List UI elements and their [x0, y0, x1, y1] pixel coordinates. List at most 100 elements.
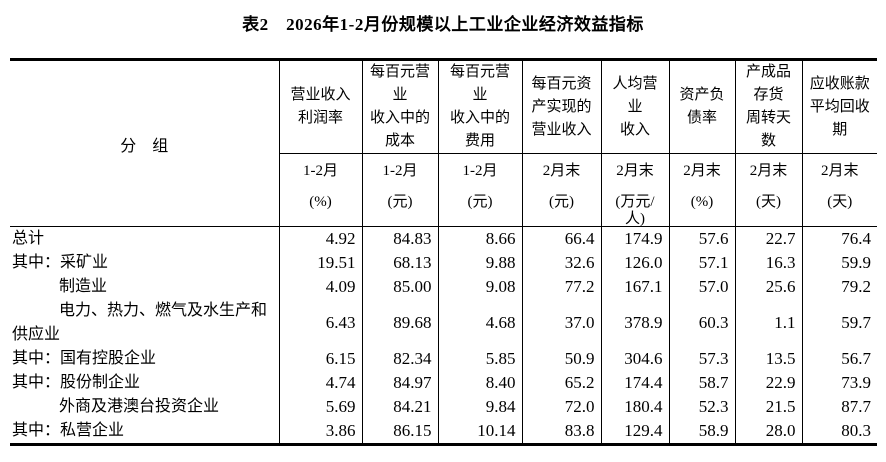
value-cell: 58.9: [668, 419, 735, 445]
value-cell: 9.84: [437, 395, 522, 419]
header-row-periods: 1-2月 (%) 1-2月 (元) 1-2月 (元) 2月末 (元) 2月末 (万元/ 人) 2月末…: [10, 153, 878, 227]
value-cell: 5.69: [278, 395, 362, 419]
unit-label: (万元/ 人): [615, 194, 655, 227]
value-cell: 6.43: [278, 299, 362, 347]
value-cell: 57.0: [668, 275, 735, 299]
period-unit-cell: 1-2月 (%): [278, 153, 362, 227]
value-cell: 180.4: [600, 395, 669, 419]
column-header: 每百元营 业 收入中的 费用: [437, 59, 522, 154]
table-row: 外商及港澳台投资企业 5.69 84.21 9.84 72.0 180.4 52.3 21.5…: [10, 395, 877, 419]
value-cell: 83.8: [521, 419, 601, 445]
value-cell: 129.4: [600, 419, 669, 445]
economic-indicators-table: 分 组 营业收入 利润率 每百元营 业 收入中的 成本 每百元营 业 收入中的 费用…: [10, 58, 877, 446]
period-unit: 1-2月 (元): [439, 154, 522, 226]
value-cell: 68.13: [361, 251, 438, 275]
column-header: 每百元资 产实现的 营业收入: [521, 59, 601, 154]
table-header: 分 组 营业收入 利润率 每百元营 业 收入中的 成本 每百元营 业 收入中的 费用…: [10, 59, 878, 227]
value-cell: 28.0: [734, 419, 802, 445]
value-cell: 32.6: [521, 251, 601, 275]
value-cell: 59.9: [801, 251, 877, 275]
value-cell: 37.0: [521, 299, 601, 347]
unit-label: (元): [549, 194, 574, 210]
value-cell: 4.74: [278, 371, 362, 395]
value-cell: 59.7: [801, 299, 877, 347]
value-cell: 89.68: [361, 299, 438, 347]
value-cell: 4.09: [278, 275, 362, 299]
value-cell: 6.15: [278, 347, 362, 371]
period-unit: 1-2月 (%): [280, 154, 362, 226]
period-unit-cell: 2月末 (天): [801, 153, 878, 227]
row-label: 电力、热力、燃气及水生产和 供应业: [12, 302, 268, 343]
table-row: 其中：股份制企业 4.74 84.97 8.40 65.2 174.4 58.7 22.9 73…: [10, 371, 877, 395]
column-header: 每百元营 业 收入中的 成本: [361, 59, 438, 154]
unit-label: (%): [690, 194, 714, 210]
value-cell: 72.0: [521, 395, 601, 419]
period-unit: 2月末 (天): [736, 154, 802, 226]
value-cell: 85.00: [361, 275, 438, 299]
unit-label: (%): [309, 194, 332, 210]
table-row: 总计 4.92 84.83 8.66 66.4 174.9 57.6 22.7 76.4: [10, 226, 877, 251]
value-cell: 58.7: [668, 371, 735, 395]
table-row: 其中：私营企业 3.86 86.15 10.14 83.8 129.4 58.9 28.0 80…: [10, 419, 877, 445]
header-row-groups: 分 组 营业收入 利润率 每百元营 业 收入中的 成本 每百元营 业 收入中的 费用…: [10, 59, 877, 227]
value-cell: 9.08: [437, 275, 522, 299]
unit-label: (天): [827, 194, 853, 210]
unit-label: (元): [467, 194, 493, 210]
value-cell: 19.51: [278, 251, 362, 275]
period-label: 1-2月: [382, 163, 418, 179]
value-cell: 3.86: [278, 419, 362, 445]
column-header: 应收账款 平均回收 期: [801, 59, 877, 154]
row-label: 其中：采矿业: [12, 254, 109, 271]
period-unit: 2月末 (元): [523, 154, 601, 226]
table-row: 电力、热力、燃气及水生产和 供应业 6.43 89.68 4.68 37.0 378.9 6…: [10, 299, 877, 347]
value-cell: 22.7: [734, 226, 802, 251]
unit-label: (元): [387, 194, 413, 210]
value-cell: 22.9: [734, 371, 802, 395]
page-title: 表2 2026年1-2月份规模以上工业企业经济效益指标: [242, 15, 644, 34]
value-cell: 5.85: [437, 347, 522, 371]
value-cell: 77.2: [521, 275, 601, 299]
value-cell: 84.97: [361, 371, 438, 395]
period-unit-cell: 1-2月 (元): [361, 153, 438, 227]
value-cell: 9.88: [437, 251, 522, 275]
row-label: 外商及港澳台投资企业: [59, 398, 220, 415]
value-cell: 76.4: [801, 226, 877, 251]
value-cell: 52.3: [668, 395, 735, 419]
period-unit: 2月末 (万元/ 人): [602, 154, 669, 227]
value-cell: 73.9: [801, 371, 877, 395]
group-column-header: 分 组: [10, 59, 279, 227]
period-label: 2月末: [616, 163, 654, 179]
value-cell: 1.1: [734, 299, 802, 347]
table-row: 其中：采矿业 19.51 68.13 9.88 32.6 126.0 57.1 16.3 59.…: [10, 251, 877, 275]
value-cell: 80.3: [801, 419, 877, 445]
value-cell: 65.2: [521, 371, 601, 395]
value-cell: 8.40: [437, 371, 522, 395]
row-label: 其中：国有控股企业: [12, 350, 157, 367]
value-cell: 79.2: [801, 275, 877, 299]
column-header: 产成品 存货 周转天 数: [734, 59, 802, 154]
period-unit: 2月末 (天): [803, 154, 878, 226]
value-cell: 25.6: [734, 275, 802, 299]
period-unit-cell: 2月末 (元): [521, 153, 601, 227]
column-header: 人均营 业 收入: [600, 59, 669, 154]
value-cell: 16.3: [734, 251, 802, 275]
period-unit-cell: 2月末 (万元/ 人): [600, 153, 669, 227]
unit-label: (天): [756, 194, 781, 210]
value-cell: 66.4: [521, 226, 601, 251]
period-label: 2月末: [683, 163, 721, 179]
value-cell: 57.3: [668, 347, 735, 371]
value-cell: 84.83: [361, 226, 438, 251]
period-unit: 1-2月 (元): [363, 154, 438, 226]
value-cell: 84.21: [361, 395, 438, 419]
column-header: 资产负 债率: [668, 59, 735, 154]
value-cell: 50.9: [521, 347, 601, 371]
period-label: 1-2月: [303, 163, 338, 179]
period-label: 2月末: [820, 163, 859, 179]
period-label: 1-2月: [462, 163, 498, 179]
table-row: 制造业 4.09 85.00 9.08 77.2 167.1 57.0 25.6 79.2: [10, 275, 877, 299]
table-row: 其中：国有控股企业 6.15 82.34 5.85 50.9 304.6 57.3 13.5 5…: [10, 347, 877, 371]
period-unit: 2月末 (%): [670, 154, 735, 226]
value-cell: 10.14: [437, 419, 522, 445]
value-cell: 56.7: [801, 347, 877, 371]
